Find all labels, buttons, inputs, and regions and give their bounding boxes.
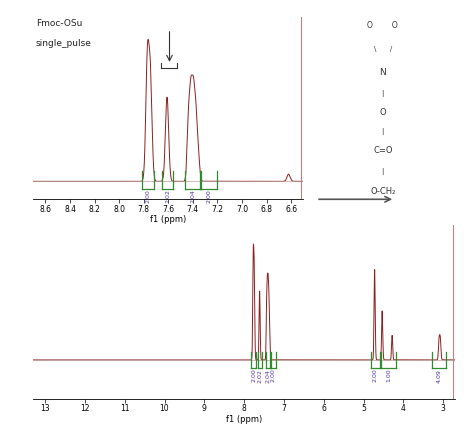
Text: 2.02: 2.02 — [257, 369, 262, 382]
X-axis label: f1 (ppm): f1 (ppm) — [226, 415, 262, 424]
Text: single_pulse: single_pulse — [36, 39, 92, 48]
Text: 4.09: 4.09 — [437, 369, 442, 382]
Text: O: O — [380, 108, 386, 117]
Text: 2.00: 2.00 — [251, 369, 256, 382]
Text: |: | — [382, 128, 384, 135]
Text: 2.02: 2.02 — [165, 190, 170, 204]
Text: \      /: \ / — [374, 46, 392, 52]
Text: 2.00: 2.00 — [271, 369, 276, 382]
Text: 1.00: 1.00 — [386, 369, 391, 382]
Text: N: N — [379, 68, 386, 77]
Text: 2.04: 2.04 — [191, 190, 196, 204]
Text: Fmoc-OSu: Fmoc-OSu — [36, 19, 82, 28]
X-axis label: f1 (ppm): f1 (ppm) — [150, 215, 186, 224]
Text: 2.00: 2.00 — [146, 190, 151, 204]
Text: 2.04: 2.04 — [266, 369, 271, 382]
Text: C=O: C=O — [373, 146, 392, 156]
Text: 2.00: 2.00 — [206, 190, 211, 204]
Text: |: | — [382, 168, 384, 175]
Text: 2.00: 2.00 — [373, 369, 378, 382]
Text: O        O: O O — [367, 21, 398, 30]
Text: O-CH₂: O-CH₂ — [370, 187, 395, 195]
Text: |: | — [382, 90, 384, 97]
